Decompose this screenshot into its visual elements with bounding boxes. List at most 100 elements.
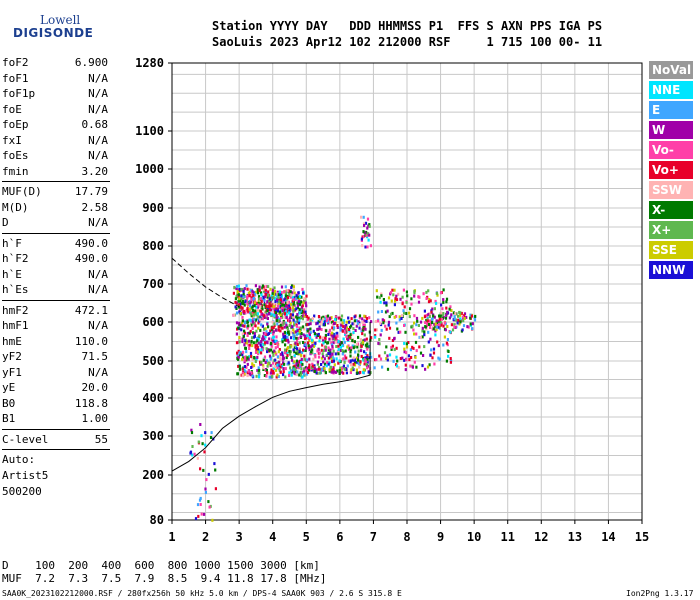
trace-point <box>354 350 357 354</box>
trace-point <box>345 334 348 338</box>
trace-point <box>287 304 290 308</box>
trace-point <box>241 315 244 319</box>
trace-point <box>334 352 337 356</box>
trace-point <box>272 305 276 309</box>
param-row: foF2 6.900 <box>2 56 108 70</box>
trace-point <box>294 369 297 373</box>
trace-point <box>422 354 425 357</box>
trace-point <box>287 302 290 306</box>
trace-point <box>264 332 267 336</box>
trace-point <box>242 290 245 293</box>
trace-point <box>315 368 318 372</box>
trace-point <box>261 348 264 352</box>
trace-point <box>338 359 341 363</box>
trace-point <box>198 498 202 502</box>
trace-point <box>240 294 243 298</box>
trace-point <box>291 295 294 299</box>
trace-point <box>304 368 308 372</box>
trace-point <box>416 319 419 323</box>
trace-point <box>286 296 290 299</box>
trace-point <box>302 333 305 337</box>
density-profile-line <box>171 322 371 472</box>
param-separator <box>2 232 110 234</box>
trace-point <box>295 340 299 343</box>
trace-point <box>435 301 438 305</box>
trace-point <box>246 334 249 337</box>
trace-point <box>243 368 246 372</box>
trace-point <box>266 300 269 304</box>
trace-point <box>408 307 412 311</box>
trace-point <box>257 291 260 295</box>
trace-point <box>300 300 303 304</box>
trace-point <box>462 319 465 323</box>
trace-point <box>264 327 267 331</box>
trace-point <box>367 345 370 348</box>
param-name: hmE <box>2 334 22 348</box>
x-tick-label: 6 <box>336 530 343 544</box>
trace-point <box>343 367 346 371</box>
trace-point <box>355 368 358 372</box>
trace-point <box>237 349 240 353</box>
y-tick-label: 300 <box>142 429 164 443</box>
trace-point <box>309 322 312 326</box>
trace-point <box>237 293 240 297</box>
trace-point <box>427 323 431 326</box>
trace-point <box>413 314 416 318</box>
trace-point <box>432 327 435 331</box>
trace-point <box>283 308 287 312</box>
trace-point <box>359 360 362 364</box>
trace-point <box>363 224 366 227</box>
trace-point <box>349 325 352 329</box>
trace-point <box>433 307 436 311</box>
trace-point <box>313 314 316 318</box>
trace-point <box>241 357 244 361</box>
trace-point <box>237 299 240 303</box>
trace-point <box>384 324 387 328</box>
trace-point <box>255 302 258 305</box>
trace-point <box>445 341 448 345</box>
trace-point <box>467 325 470 329</box>
trace-point <box>293 330 296 334</box>
trace-point <box>281 306 284 310</box>
trace-point <box>273 367 276 371</box>
trace-point <box>245 350 248 354</box>
trace-point <box>271 341 274 345</box>
trace-point <box>237 326 240 330</box>
trace-point <box>256 345 259 349</box>
trace-point <box>376 295 379 299</box>
trace-point <box>273 322 276 326</box>
trace-point <box>304 313 307 316</box>
trace-point <box>429 326 432 329</box>
trace-point <box>250 336 254 340</box>
trace-point <box>240 305 243 309</box>
trace-point <box>243 309 246 313</box>
trace-point <box>310 345 313 349</box>
trace-point <box>358 365 361 369</box>
param-row: D N/A <box>2 216 108 230</box>
trace-point <box>265 368 268 372</box>
trace-point <box>427 330 430 334</box>
trace-point <box>413 291 416 295</box>
trace-point <box>442 298 445 302</box>
trace-point <box>297 299 300 303</box>
trace-point <box>342 337 345 341</box>
trace-point <box>250 314 253 318</box>
trace-point <box>249 329 252 333</box>
trace-point <box>375 289 378 293</box>
trace-point <box>453 323 456 327</box>
trace-point <box>344 349 347 353</box>
trace-point <box>443 321 447 325</box>
trace-point <box>362 358 365 362</box>
x-tick-label: 15 <box>635 530 649 544</box>
trace-point <box>234 297 237 301</box>
trace-point <box>199 467 202 471</box>
trace-point <box>382 319 386 323</box>
trace-point <box>254 344 257 348</box>
trace-point <box>382 321 385 325</box>
trace-point <box>253 332 256 336</box>
trace-point <box>385 301 388 305</box>
trace-point <box>358 326 361 330</box>
trace-point <box>298 316 301 320</box>
trace-point <box>321 338 325 342</box>
trace-point <box>374 328 377 332</box>
